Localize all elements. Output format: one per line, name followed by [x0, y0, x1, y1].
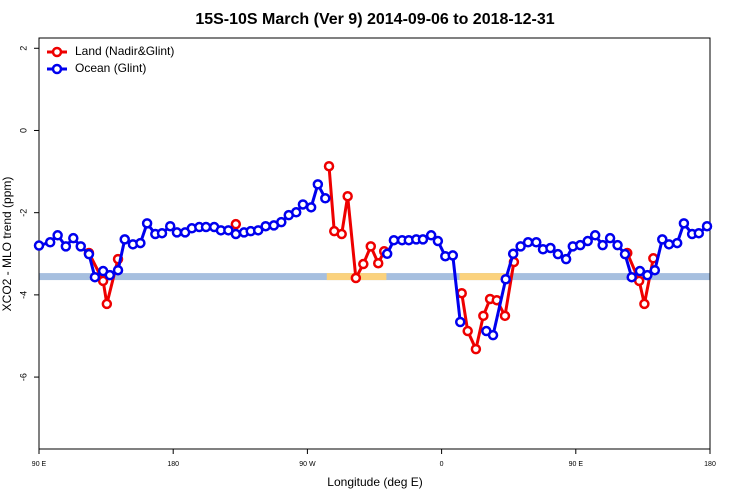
data-point	[470, 343, 482, 355]
data-point	[297, 199, 309, 210]
series-line	[87, 252, 120, 305]
data-point	[171, 227, 183, 238]
data-point	[358, 258, 369, 270]
data-point	[200, 221, 212, 233]
data-point	[545, 242, 556, 254]
data-point	[456, 287, 467, 299]
data-point	[342, 190, 353, 202]
data-point	[75, 241, 87, 252]
data-point	[388, 234, 400, 246]
data-point	[478, 310, 489, 322]
data-point	[119, 234, 130, 245]
data-point	[499, 310, 511, 322]
data-point	[642, 269, 653, 281]
data-point	[104, 269, 116, 281]
data-point	[83, 248, 95, 260]
y-tick-label: 2	[18, 46, 28, 51]
y-tick-label: -4	[18, 291, 28, 299]
x-tick-label: 180	[167, 461, 179, 468]
data-point	[135, 237, 146, 249]
data-point	[487, 329, 499, 341]
data-point	[560, 253, 572, 265]
data-point	[230, 228, 242, 240]
region-band	[459, 273, 506, 281]
data-point	[97, 275, 109, 287]
data-point	[112, 264, 124, 276]
data-point	[582, 235, 593, 247]
data-point	[381, 248, 393, 260]
data-point	[432, 235, 444, 247]
legend-marker	[51, 63, 63, 75]
data-point	[639, 298, 650, 310]
data-point	[507, 248, 519, 260]
data-point	[575, 239, 586, 251]
data-point	[657, 234, 668, 245]
data-point	[252, 225, 264, 236]
data-point	[626, 271, 637, 283]
data-point	[604, 232, 616, 244]
y-tick-label: -6	[18, 373, 28, 381]
y-tick-label: -2	[18, 209, 28, 217]
data-point	[522, 237, 534, 248]
data-point	[515, 241, 526, 252]
legend-label: Land (Nadir&Glint)	[75, 44, 174, 58]
data-point	[552, 248, 564, 260]
data-point	[693, 227, 705, 239]
series-line	[625, 252, 655, 305]
legend-label: Ocean (Glint)	[75, 61, 146, 75]
data-point	[260, 220, 271, 232]
chart-title: 15S-10S March (Ver 9) 2014-09-06 to 2018…	[195, 11, 554, 28]
legend-marker	[51, 46, 63, 58]
data-point	[701, 220, 713, 232]
data-point	[671, 237, 683, 249]
data-point	[276, 216, 287, 228]
data-point	[678, 218, 690, 229]
data-point	[33, 240, 45, 251]
data-point	[597, 239, 608, 251]
data-point	[500, 274, 511, 285]
y-axis-label: XCO2 - MLO trend (ppm)	[0, 177, 14, 312]
x-tick-label: 90 W	[299, 461, 316, 468]
data-point	[663, 239, 675, 250]
data-point	[649, 264, 661, 276]
data-point	[336, 228, 347, 240]
data-point	[101, 298, 113, 310]
y-tick-label: 0	[18, 128, 28, 133]
data-point	[320, 193, 331, 204]
data-point	[60, 241, 72, 252]
data-point	[372, 257, 384, 269]
data-point	[447, 250, 459, 261]
data-point	[305, 202, 317, 213]
data-point	[68, 232, 79, 244]
x-tick-label: 180	[704, 461, 716, 468]
data-point	[164, 220, 176, 232]
data-point	[89, 271, 101, 283]
data-point	[417, 234, 429, 245]
data-point	[612, 239, 623, 251]
data-point	[290, 207, 302, 218]
x-axis-label: Longitude (deg E)	[327, 475, 422, 489]
data-point	[619, 248, 631, 260]
data-point	[156, 227, 168, 239]
data-point	[350, 272, 362, 284]
data-point	[425, 230, 437, 241]
data-point	[312, 179, 324, 190]
data-point	[454, 316, 466, 328]
data-point	[462, 325, 473, 337]
x-tick-label: 90 E	[32, 461, 47, 468]
data-point	[52, 230, 63, 241]
data-point	[589, 230, 601, 241]
x-tick-label: 0	[440, 461, 444, 468]
data-point	[141, 218, 153, 229]
x-tick-label: 90 E	[569, 461, 584, 468]
data-point	[634, 265, 646, 277]
data-point	[44, 237, 56, 248]
data-point	[365, 241, 377, 252]
data-point	[323, 160, 335, 172]
data-point	[531, 237, 542, 248]
data-point	[230, 218, 242, 230]
